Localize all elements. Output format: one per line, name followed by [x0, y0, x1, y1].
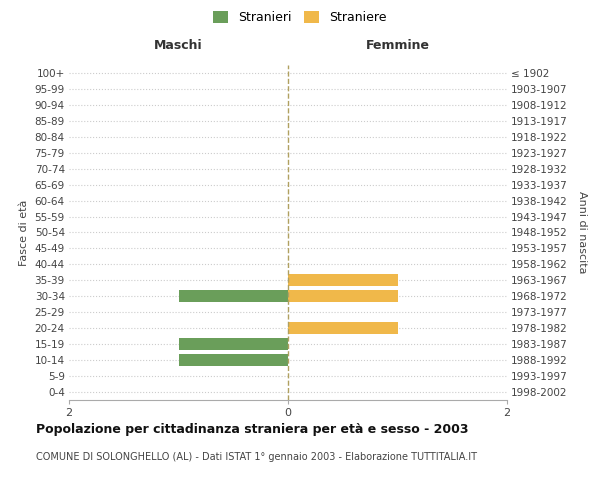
Bar [288, 274, 398, 286]
Bar [179, 338, 288, 350]
Y-axis label: Anni di nascita: Anni di nascita [577, 191, 587, 274]
Bar [288, 322, 398, 334]
Bar [179, 354, 288, 366]
Bar [288, 290, 398, 302]
Text: Maschi: Maschi [154, 38, 203, 52]
Text: Femmine: Femmine [365, 38, 430, 52]
Text: Popolazione per cittadinanza straniera per età e sesso - 2003: Popolazione per cittadinanza straniera p… [36, 422, 469, 436]
Bar [179, 290, 288, 302]
Y-axis label: Fasce di età: Fasce di età [19, 200, 29, 266]
Text: COMUNE DI SOLONGHELLO (AL) - Dati ISTAT 1° gennaio 2003 - Elaborazione TUTTITALI: COMUNE DI SOLONGHELLO (AL) - Dati ISTAT … [36, 452, 477, 462]
Legend: Stranieri, Straniere: Stranieri, Straniere [208, 6, 392, 29]
